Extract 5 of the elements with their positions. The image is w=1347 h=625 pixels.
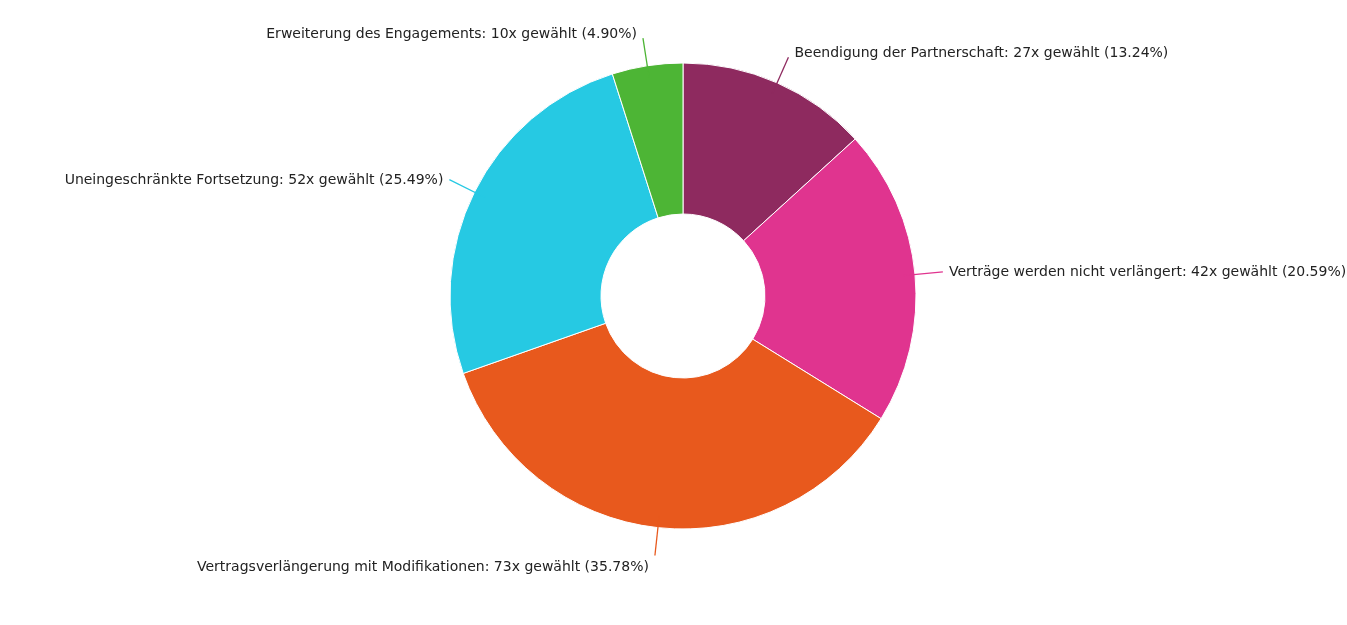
slice-label: Beendigung der Partnerschaft: 27x gewählt (13.24%) bbox=[794, 44, 1169, 61]
slice-label: Verträge werden nicht verlängert: 42x gewählt (20.59%) bbox=[948, 262, 1347, 279]
slice-label: Erweiterung des Engagements: 10x gewählt (4.90%) bbox=[266, 25, 637, 42]
slice-label: Vertragsverlängerung mit Modifikationen: 73x gewählt (35.78%) bbox=[197, 558, 649, 575]
slice-label: Uneingeschränkte Fortsetzung: 52x gewählt (25.49%) bbox=[64, 170, 444, 187]
